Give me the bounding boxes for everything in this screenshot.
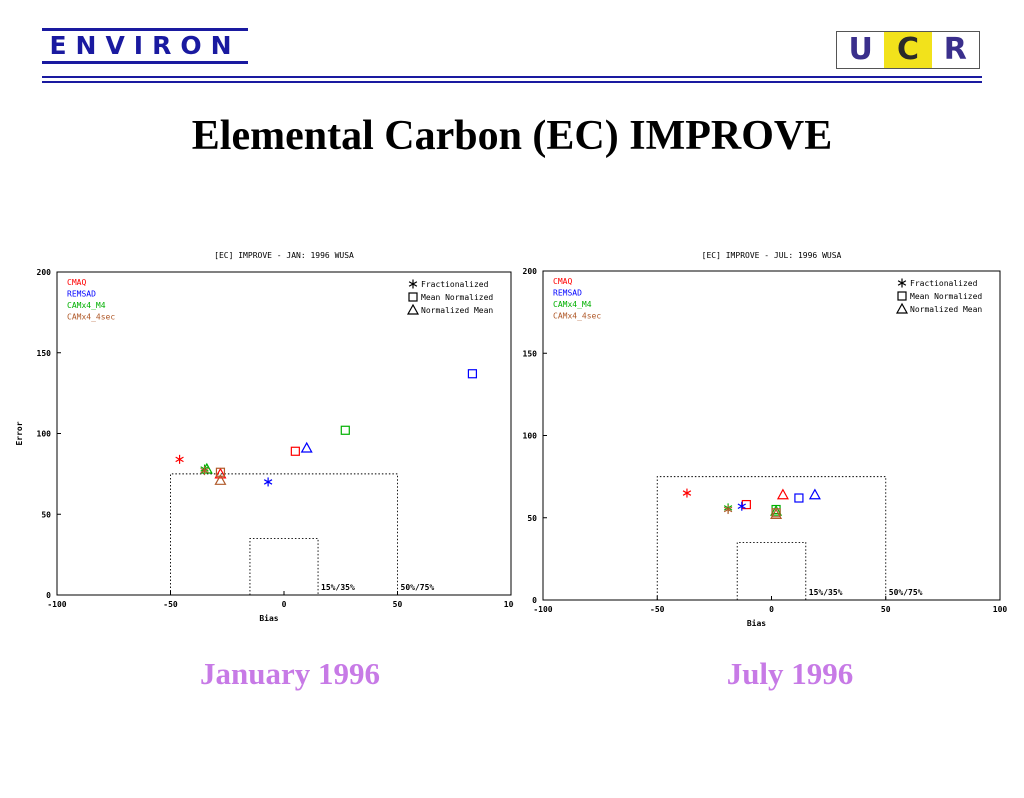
legend-marker-symbol [897, 291, 907, 301]
legend-model-REMSAD: REMSAD [553, 289, 582, 298]
y-tick-label: 0 [532, 596, 537, 605]
data-point-REMSAD [737, 501, 746, 511]
goal-box-label: 15%/35% [809, 588, 843, 597]
y-tick-label: 100 [37, 430, 52, 439]
data-point-CMAQ-stroke [175, 456, 184, 463]
y-tick-label: 100 [523, 432, 538, 441]
data-point-CAMx4_M4 [770, 504, 783, 516]
legend-marker-symbol [408, 279, 418, 289]
chart-title: [EC] IMPROVE - JUL: 1996 WUSA [702, 251, 842, 260]
legend-marker-Normalized Mean: Normalized Mean [421, 306, 493, 315]
data-point-REMSAD-stroke [263, 479, 273, 485]
jan-chart: [EC] IMPROVE - JAN: 1996 WUSA -100 -50 0 50 1… [12, 244, 514, 624]
x-tick-label: 0 [282, 600, 287, 609]
legend-model-CAMx4_M4: CAMx4_M4 [67, 301, 106, 310]
data-point-CMAQ [776, 488, 789, 500]
legend-marker-symbol [406, 303, 420, 315]
data-point-CMAQ-stroke [682, 490, 692, 496]
legend-marker-symbol-stroke [897, 280, 907, 286]
plot-frame [56, 271, 512, 596]
environ-logo-text: ENVIRON [49, 31, 241, 60]
jan-caption: January 1996 [200, 656, 380, 691]
data-point-CAMx4_4sec-stroke [200, 467, 209, 474]
data-point-CMAQ [214, 467, 227, 479]
x-tick-label: 50 [881, 605, 891, 614]
legend-model-CMAQ: CMAQ [67, 278, 86, 287]
legend-marker-symbol [408, 292, 418, 302]
x-axis-label: Bias [747, 618, 766, 628]
y-axis-label: Error [15, 421, 24, 445]
y-tick-label: 50 [41, 510, 51, 519]
ucr-logo-c: C [884, 32, 932, 68]
header-rule-top [42, 76, 982, 78]
legend-model-CAMx4_M4: CAMx4_M4 [553, 300, 592, 309]
y-tick-label: 50 [527, 514, 537, 523]
x-axis-label: Bias [259, 613, 278, 623]
goal-box-label: 15%/35% [321, 583, 355, 592]
x-tick-label: -100 [533, 605, 552, 614]
jul-chart: [EC] IMPROVE - JUL: 1996 WUSA -100 -50 0 50 1… [514, 244, 1020, 634]
legend-model-CAMx4_4sec: CAMx4_4sec [553, 312, 601, 321]
data-point-CAMx4_M4 [340, 425, 350, 435]
data-point-CAMx4_4sec [770, 508, 783, 520]
y-tick-label: 200 [37, 268, 52, 277]
chart-title: [EC] IMPROVE - JAN: 1996 WUSA [214, 251, 354, 260]
legend-marker-Mean Normalized: Mean Normalized [421, 293, 493, 302]
jul-chart-svg: [EC] IMPROVE - JUL: 1996 WUSA -100 -50 0 50 1… [523, 251, 1008, 628]
legend-marker-symbol-stroke [408, 281, 418, 287]
x-tick-label: -50 [650, 605, 665, 614]
data-point-REMSAD [263, 477, 273, 487]
ucr-logo-u: U [848, 32, 873, 67]
goal-box-50%/75% [656, 476, 887, 600]
goal-box-label: 50%/75% [889, 588, 923, 597]
header-rule-bottom [42, 81, 982, 83]
goal-box-50%/75% [170, 473, 398, 595]
legend-marker-Mean Normalized: Mean Normalized [910, 292, 982, 301]
legend-marker-symbol [895, 302, 909, 314]
legend-marker-Fractionalized: Fractionalized [421, 280, 489, 289]
data-point-CAMx4_4sec [200, 466, 209, 476]
x-tick-label: 50 [393, 600, 403, 609]
plot-frame [542, 270, 1001, 601]
data-point-CMAQ [175, 454, 184, 464]
y-tick-label: 0 [46, 591, 51, 600]
x-tick-label: 0 [769, 605, 774, 614]
data-point-CMAQ [290, 446, 300, 456]
data-point-REMSAD [467, 369, 478, 379]
page-title: Elemental Carbon (EC) IMPROVE [191, 113, 833, 159]
environ-logo: ENVIRON [42, 28, 248, 64]
legend-model-CMAQ: CMAQ [553, 277, 572, 286]
goal-box-15%/35% [249, 538, 319, 595]
legend-marker-Fractionalized: Fractionalized [910, 279, 978, 288]
data-point-REMSAD-stroke [737, 503, 746, 510]
x-tick-label: -50 [163, 600, 178, 609]
jul-caption: July 1996 [726, 656, 854, 691]
ucr-logo: U C R [836, 31, 980, 69]
legend-marker-symbol [897, 278, 907, 288]
legend-model-CAMx4_4sec: CAMx4_4sec [67, 313, 115, 322]
data-point-CAMx4_4sec-stroke [723, 506, 733, 513]
y-tick-label: 150 [37, 349, 52, 358]
goal-box-label: 50%/75% [401, 583, 435, 592]
x-tick-label: 100 [993, 605, 1008, 614]
data-point-CAMx4_4sec [214, 474, 227, 485]
y-tick-label: 200 [523, 267, 538, 276]
data-point-CMAQ [682, 488, 692, 498]
jan-chart-svg: [EC] IMPROVE - JAN: 1996 WUSA -100 -50 0 50 1… [15, 251, 514, 623]
data-point-REMSAD [808, 488, 821, 500]
x-tick-label: -100 [47, 600, 66, 609]
y-tick-label: 150 [523, 349, 538, 358]
legend-model-REMSAD: REMSAD [67, 290, 96, 299]
data-point-REMSAD [794, 493, 804, 503]
data-point-REMSAD [300, 441, 313, 453]
data-point-CAMx4_4sec [723, 505, 733, 515]
legend-marker-Normalized Mean: Normalized Mean [910, 305, 982, 314]
ucr-logo-r: R [943, 32, 967, 67]
x-tick-label: 100 [504, 600, 514, 609]
goal-box-15%/35% [736, 541, 807, 600]
